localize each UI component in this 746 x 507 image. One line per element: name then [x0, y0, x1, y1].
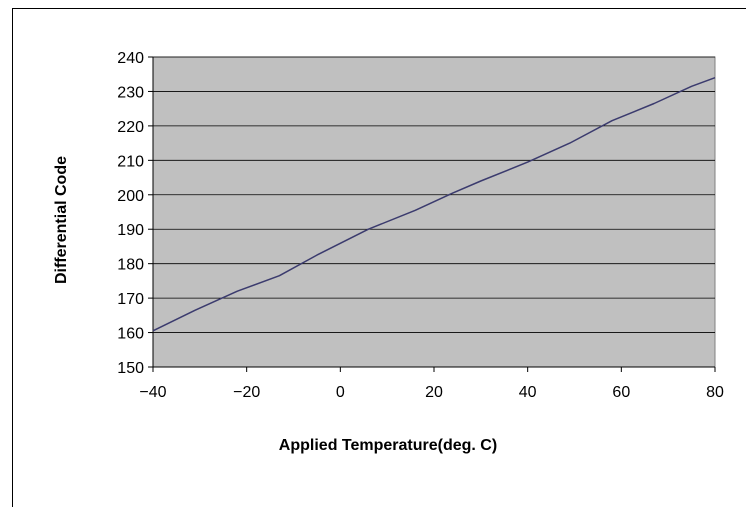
- y-tick-label: 240: [117, 50, 144, 67]
- gridlines: [148, 56, 716, 372]
- plot-area: [152, 56, 716, 368]
- y-tick-label: 170: [117, 291, 144, 308]
- y-tick-label: 160: [117, 326, 144, 343]
- x-tick-label: 60: [612, 384, 630, 401]
- chart-frame: [12, 8, 746, 507]
- y-tick-label: 190: [117, 222, 144, 239]
- x-tick-label: 40: [519, 384, 537, 401]
- y-tick-label: 150: [117, 360, 144, 377]
- x-tick-label: 80: [706, 384, 724, 401]
- y-tick-label: 210: [117, 153, 144, 170]
- x-axis-tick-labels: −40 −20 0 20 40 60 80: [139, 384, 724, 401]
- x-tick-label: 20: [425, 384, 443, 401]
- x-tick-label: −20: [233, 384, 260, 401]
- series-line-0: [152, 76, 716, 332]
- y-tick-label: 180: [117, 257, 144, 274]
- y-axis-tick-labels: 150 160 170 180 190 200 210 220 230 240: [117, 50, 144, 377]
- y-axis-title: Differential Code: [53, 156, 70, 284]
- y-tick-label: 230: [117, 84, 144, 101]
- y-tick-label: 200: [117, 188, 144, 205]
- series-group: [152, 76, 716, 332]
- y-tick-label: 220: [117, 119, 144, 136]
- x-axis-title: Applied Temperature(deg. C): [279, 437, 497, 454]
- x-tick-label: −40: [139, 384, 166, 401]
- x-tick-label: 0: [336, 384, 345, 401]
